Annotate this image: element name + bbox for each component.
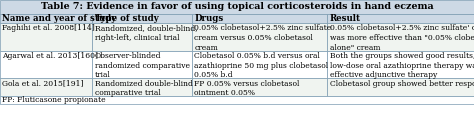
Text: Randomized double-blind
comparative trial: Randomized double-blind comparative tria…	[95, 80, 193, 97]
Text: Observer-blinded
randomized comparative
trial: Observer-blinded randomized comparative …	[95, 52, 190, 79]
Bar	[92, 78, 192, 96]
Bar	[92, 51, 192, 78]
Bar	[92, 14, 192, 23]
Bar	[192, 51, 327, 78]
Text: Faghihi et al. 2008[114]: Faghihi et al. 2008[114]	[2, 25, 95, 32]
Bar	[92, 23, 192, 51]
Text: Table 7: Evidence in favor of using topical corticosteroids in hand eczema: Table 7: Evidence in favor of using topi…	[41, 2, 433, 11]
Bar	[327, 14, 474, 23]
Bar	[327, 78, 474, 96]
Bar	[192, 78, 327, 96]
Bar	[0, 0, 474, 14]
Bar	[327, 23, 474, 51]
Text: Agarwal et al. 2013[160]: Agarwal et al. 2013[160]	[2, 52, 99, 60]
Text: Result: Result	[329, 14, 361, 23]
Text: 0.05% clobetasol+2.5% zinc sulfate' cream
was more effective than "0.05% clobeta: 0.05% clobetasol+2.5% zinc sulfate' crea…	[329, 25, 474, 51]
Bar	[0, 23, 92, 51]
Bar	[192, 23, 327, 51]
Text: Name and year of study: Name and year of study	[2, 14, 117, 23]
Bar	[192, 14, 327, 23]
Bar	[0, 14, 92, 23]
Text: Clobetasol 0.05% b.d versus oral
azathioprine 50 mg plus clobetasol
0.05% b.d: Clobetasol 0.05% b.d versus oral azathio…	[194, 52, 328, 79]
Text: Type of study: Type of study	[95, 14, 159, 23]
Text: Drugs: Drugs	[194, 14, 224, 23]
Text: Randomized, double-blind,
right-left, clinical trial: Randomized, double-blind, right-left, cl…	[95, 25, 198, 42]
Bar	[0, 78, 92, 96]
Text: FP 0.05% versus clobetasol
ointment 0.05%: FP 0.05% versus clobetasol ointment 0.05…	[194, 80, 300, 97]
Text: 0.05% clobetasol+2.5% zinc sulfate
cream versus 0.05% clobetasol
cream: 0.05% clobetasol+2.5% zinc sulfate cream…	[194, 25, 332, 51]
Bar	[327, 51, 474, 78]
Text: Gola et al. 2015[191]: Gola et al. 2015[191]	[2, 80, 84, 87]
Bar	[0, 51, 92, 78]
Text: FP: Fluticasone propionate: FP: Fluticasone propionate	[2, 96, 106, 104]
Text: Both the groups showed good results, but
low-dose oral azathioprine therapy was : Both the groups showed good results, but…	[329, 52, 474, 79]
Bar	[0, 96, 474, 104]
Text: Clobetasol group showed better response: Clobetasol group showed better response	[329, 80, 474, 87]
